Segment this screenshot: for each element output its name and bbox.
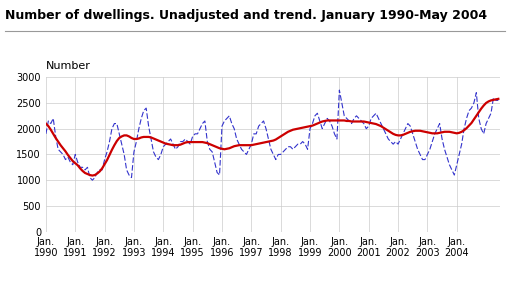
Text: Number of dwellings. Unadjusted and trend. January 1990-May 2004: Number of dwellings. Unadjusted and tren… [5, 9, 486, 22]
Text: Number: Number [46, 61, 91, 71]
